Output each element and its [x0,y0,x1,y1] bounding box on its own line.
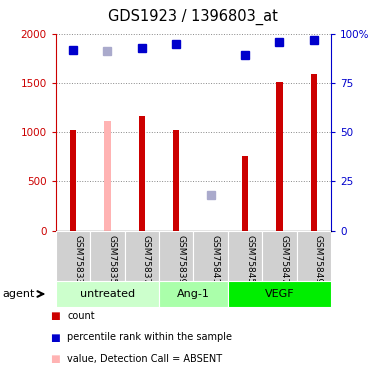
Bar [139,116,145,231]
Bar [104,122,110,231]
Bar [173,130,179,231]
Text: GSM75841: GSM75841 [211,235,220,284]
Bar [228,231,262,281]
Text: GDS1923 / 1396803_at: GDS1923 / 1396803_at [107,9,278,25]
Text: GSM75837: GSM75837 [142,235,151,284]
Text: GSM75845: GSM75845 [245,235,254,284]
Bar [262,231,297,281]
Bar [228,281,331,307]
Bar [56,281,159,307]
Bar [159,281,228,307]
Text: ■: ■ [50,311,60,321]
Text: GSM75833: GSM75833 [73,235,82,284]
Text: value, Detection Call = ABSENT: value, Detection Call = ABSENT [67,354,223,364]
Text: ■: ■ [50,333,60,342]
Bar [194,231,228,281]
Text: count: count [67,311,95,321]
Text: untreated: untreated [80,289,135,299]
Bar [311,74,317,231]
Text: Ang-1: Ang-1 [177,289,210,299]
Bar [56,231,90,281]
Text: percentile rank within the sample: percentile rank within the sample [67,333,233,342]
Text: ■: ■ [50,354,60,364]
Bar [90,231,125,281]
Bar [125,231,159,281]
Text: GSM75849: GSM75849 [314,235,323,284]
Text: agent: agent [2,289,34,299]
Bar [70,130,76,231]
Text: GSM75839: GSM75839 [176,235,185,284]
Bar [297,231,331,281]
Bar [276,82,283,231]
Bar [242,156,248,231]
Text: VEGF: VEGF [264,289,294,299]
Text: GSM75835: GSM75835 [107,235,116,284]
Text: GSM75847: GSM75847 [280,235,288,284]
Bar [159,231,194,281]
